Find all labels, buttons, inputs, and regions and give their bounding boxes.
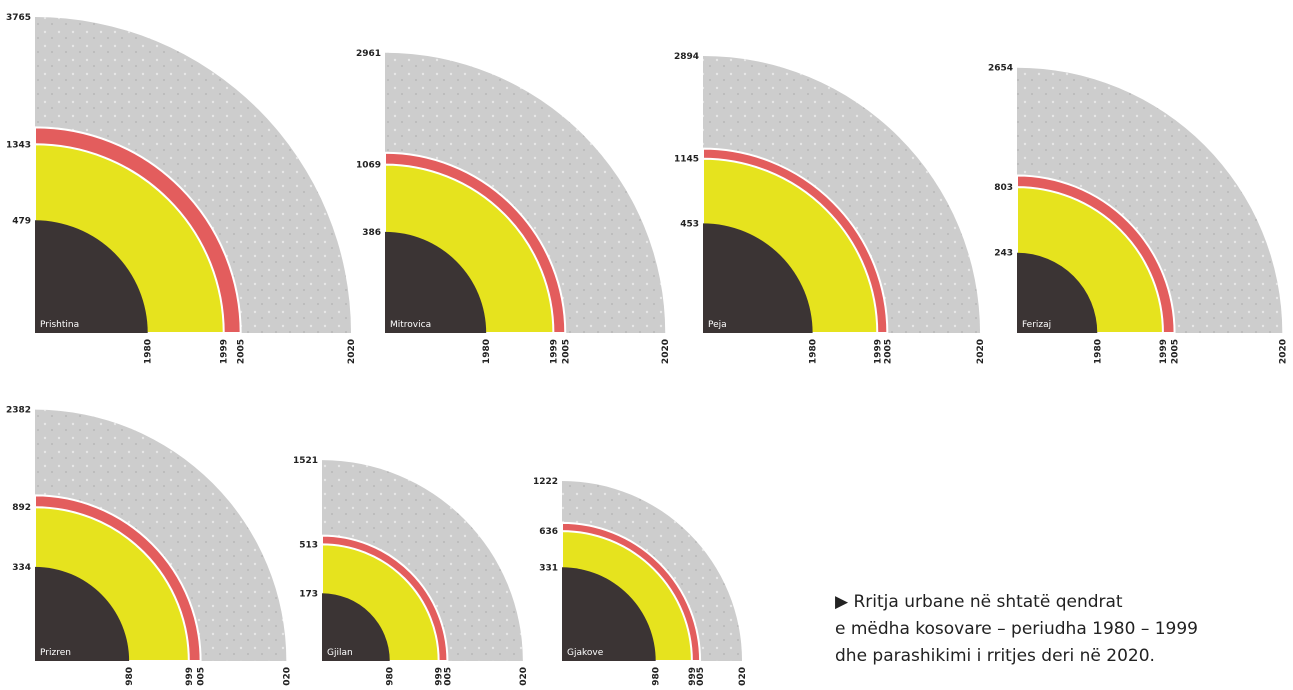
- x-label: 2005: [197, 667, 207, 686]
- x-label: 1980: [809, 339, 819, 364]
- value-label: 1343: [6, 140, 31, 150]
- value-label: 453: [680, 219, 699, 229]
- caption-line: dhe parashikimi i rritjes deri në 2020.: [835, 646, 1155, 666]
- city-label: Mitrovica: [390, 320, 431, 330]
- x-label: 2005: [561, 339, 571, 364]
- city-label: Ferizaj: [1022, 320, 1051, 330]
- value-label: 1222: [533, 477, 558, 487]
- value-label: 513: [299, 540, 318, 550]
- value-label: 2961: [356, 49, 381, 59]
- x-label: 1999: [435, 667, 445, 686]
- caption-line: e mëdha kosovare – periudha 1980 – 1999: [835, 619, 1198, 639]
- x-label: 1980: [482, 339, 492, 364]
- x-label: 1980: [125, 667, 135, 686]
- ring-sector: [322, 593, 390, 661]
- quarter-chart: Prizren 334 1980 892 1999 2005 2382 2020: [6, 406, 292, 690]
- x-label: 2020: [347, 339, 357, 364]
- value-label: 892: [12, 503, 31, 513]
- value-label: 2382: [6, 406, 31, 416]
- x-label: 1980: [386, 667, 396, 686]
- x-label: 2005: [443, 667, 453, 686]
- value-label: 3765: [6, 13, 31, 23]
- x-label: 2020: [1278, 339, 1288, 364]
- caption-line: ▶ Rritja urbane në shtatë qendrat: [835, 592, 1123, 612]
- x-label: 2005: [696, 667, 706, 686]
- city-label: Prizren: [40, 648, 71, 658]
- x-label: 1999: [185, 667, 195, 686]
- x-label: 2005: [883, 339, 893, 364]
- ring-sector: [35, 220, 148, 333]
- ring-sector: [385, 231, 487, 333]
- ring-sector: [562, 567, 656, 661]
- x-label: 2005: [1171, 339, 1181, 364]
- quarter-chart: Prishtina 479 1980 1343 1999 2005 3765 2020: [6, 13, 357, 364]
- quarter-chart: Ferizaj 243 1980 803 1999 2005 2654 2020: [988, 64, 1288, 364]
- x-label: 1999: [549, 339, 559, 364]
- x-label: 2005: [237, 339, 247, 364]
- city-label: Prishtina: [40, 320, 79, 330]
- value-label: 386: [362, 228, 381, 238]
- city-label: Peja: [708, 320, 727, 330]
- value-label: 479: [12, 216, 31, 226]
- x-label: 1980: [144, 339, 154, 364]
- value-label: 2654: [988, 64, 1013, 74]
- x-label: 2020: [738, 667, 748, 686]
- x-label: 1999: [688, 667, 698, 686]
- x-label: 2020: [976, 339, 986, 364]
- value-label: 636: [539, 527, 558, 537]
- ring-sector: [35, 566, 130, 661]
- value-label: 243: [994, 249, 1013, 259]
- quarter-chart: Peja 453 1980 1145 1999 2005 2894 2020: [674, 52, 986, 364]
- value-label: 803: [994, 183, 1013, 193]
- value-label: 2894: [674, 52, 699, 62]
- x-label: 1999: [220, 339, 230, 364]
- value-label: 1521: [293, 456, 318, 466]
- city-label: Gjilan: [327, 648, 353, 658]
- ring-sector: [703, 223, 813, 333]
- x-label: 2020: [282, 667, 292, 686]
- value-label: 173: [299, 589, 318, 599]
- city-label: Gjakove: [567, 648, 604, 658]
- x-label: 1999: [873, 339, 883, 364]
- value-label: 334: [12, 563, 31, 573]
- value-label: 1145: [674, 155, 699, 165]
- ring-sector: [1017, 252, 1098, 333]
- quarter-chart: Mitrovica 386 1980 1069 1999 2005 2961 2020: [356, 49, 671, 364]
- x-label: 2020: [661, 339, 671, 364]
- x-label: 2020: [519, 667, 529, 686]
- x-label: 1980: [1093, 339, 1103, 364]
- value-label: 331: [539, 563, 558, 573]
- x-label: 1999: [1159, 339, 1169, 364]
- x-label: 1980: [652, 667, 662, 686]
- value-label: 1069: [356, 161, 381, 171]
